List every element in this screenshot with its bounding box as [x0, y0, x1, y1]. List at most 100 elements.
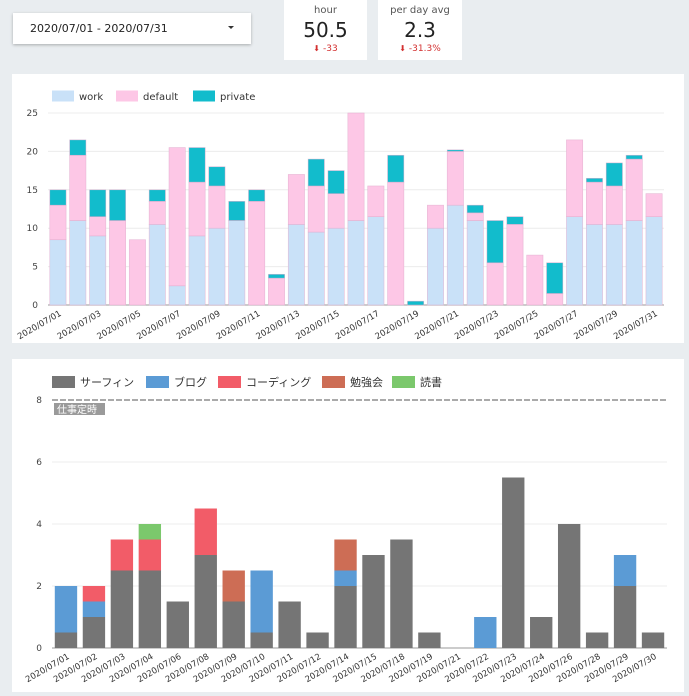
- bar-2-20: [446, 149, 464, 152]
- y-tick-label-3: 6: [36, 458, 42, 468]
- bar-1-10: [248, 201, 266, 306]
- bar-2-3: [109, 189, 126, 221]
- bar-0-18: [557, 524, 581, 648]
- bar-0-15: [347, 220, 365, 306]
- bar-1-14: [327, 193, 345, 229]
- x-tick-label-8: 2020/07/09: [175, 309, 222, 342]
- bar-0-26: [566, 216, 584, 306]
- y-tick-label-3: 15: [27, 186, 38, 196]
- y-tick-label-4: 8: [36, 396, 42, 406]
- x-tick-label-24: 2020/07/25: [493, 309, 540, 342]
- bar-1-5: [148, 201, 166, 225]
- bar-0-16: [367, 216, 385, 306]
- bar-2-7: [188, 147, 206, 183]
- bar-1-28: [605, 185, 623, 225]
- bar-0-12: [287, 224, 305, 306]
- bar-1-19: [427, 204, 444, 229]
- y-tick-label-0: 0: [36, 644, 42, 654]
- bar-0-28: [605, 224, 623, 306]
- y-tick-label-1: 2: [36, 582, 42, 592]
- bar-0-2: [110, 570, 134, 648]
- bar-1-16: [367, 185, 385, 217]
- x-tick-label-30: 2020/07/31: [612, 309, 659, 342]
- kpi-avg-value: 2.3: [404, 18, 436, 42]
- bar-0-12: [390, 539, 413, 648]
- kpi-hour-label: hour: [314, 5, 337, 16]
- bar-2-10: [248, 189, 266, 202]
- bar-1-11: [268, 277, 285, 306]
- reference-label-bg: [54, 403, 105, 415]
- bar-1-8: [208, 185, 226, 229]
- legend-label-3: 勉強会: [350, 375, 383, 389]
- bar-2-14: [327, 170, 345, 194]
- bar-0-13: [307, 231, 325, 306]
- bar-1-20: [446, 151, 464, 206]
- x-tick-label-28: 2020/07/29: [572, 309, 619, 342]
- x-tick-label-14: 2020/07/15: [294, 309, 341, 342]
- bar-0-21: [466, 220, 484, 306]
- daily-hours-panel: work default private 0 5 10 15 20 25 2020/07/01 20…: [12, 74, 684, 343]
- bar-1-22: [486, 262, 504, 306]
- bar-2-0: [49, 189, 67, 206]
- x-tick-label-20: 2020/07/21: [413, 309, 460, 342]
- bar-1-15: [474, 617, 497, 648]
- legend-swatch-0: [52, 376, 75, 388]
- bar-1-20: [613, 555, 637, 586]
- bar-0-2: [89, 235, 107, 306]
- bar-0-8: [208, 227, 226, 306]
- bar-2-29: [625, 154, 643, 160]
- bar-0-9: [306, 632, 329, 648]
- bar-1-21: [466, 212, 484, 221]
- activity-hours-chart: サーフィン ブログ コーディング 勉強会 読書02468仕事定時2020/07/0120…: [24, 375, 667, 685]
- bar-0-9: [228, 220, 246, 306]
- kpi-hour-delta: ⬇ -33: [284, 44, 367, 54]
- bar-0-13: [418, 632, 441, 648]
- bar-2-27: [586, 177, 603, 183]
- x-tick-label-0: 2020/07/01: [16, 309, 63, 342]
- bar-2-1: [82, 586, 106, 602]
- bar-0-30: [645, 216, 663, 306]
- bar-0-19: [427, 227, 444, 306]
- bar-2-8: [208, 166, 226, 187]
- y-tick-label-1: 5: [32, 263, 38, 273]
- bar-0-0: [54, 632, 78, 648]
- bar-1-4: [128, 239, 146, 306]
- bar-2-21: [466, 204, 484, 214]
- bar-0-21: [641, 632, 665, 648]
- activity-hours-panel: サーフィン ブログ コーディング 勉強会 読書 0 2 4 6 8 仕事定時 2020/07/01 20…: [12, 359, 684, 692]
- date-range-label: 2020/07/01 - 2020/07/31: [30, 22, 168, 35]
- bar-2-1: [69, 139, 87, 156]
- bar-0-16: [502, 477, 525, 648]
- bar-0-6: [168, 285, 186, 306]
- bar-2-9: [228, 201, 246, 221]
- legend-label-0: サーフィン: [80, 376, 134, 389]
- legend-label-2: private: [220, 92, 255, 103]
- legend-swatch-2: [193, 90, 215, 102]
- bar-1-23: [506, 224, 524, 306]
- bar-2-17: [387, 154, 405, 183]
- legend-label-2: コーディング: [246, 375, 311, 389]
- bar-0-1: [82, 617, 106, 648]
- kpi-avg-label: per day avg: [390, 5, 450, 16]
- bar-1-0: [54, 586, 78, 633]
- bar-0-1: [69, 220, 87, 306]
- y-tick-label-4: 20: [27, 147, 39, 157]
- x-tick-label-12: 2020/07/13: [254, 309, 301, 342]
- x-tick-label-2: 2020/07/03: [56, 309, 103, 342]
- bar-2-2: [89, 189, 107, 217]
- bar-1-17: [387, 181, 405, 306]
- bar-2-18: [407, 300, 425, 306]
- legend-swatch-1: [146, 376, 169, 388]
- daily-hours-chart: work default private05101520252020/07/0120…: [16, 90, 664, 342]
- legend-label-0: work: [79, 92, 103, 103]
- bar-0-20: [446, 204, 464, 306]
- legend-swatch-2: [218, 376, 241, 388]
- bar-4-3: [138, 524, 162, 540]
- bar-0-4: [166, 601, 189, 648]
- y-tick-label-5: 25: [27, 109, 38, 119]
- bar-3-10: [334, 539, 357, 571]
- kpi-avg-delta: ⬇ -31.3%: [378, 44, 462, 54]
- bar-1-30: [645, 193, 663, 217]
- date-range-picker[interactable]: 2020/07/01 - 2020/07/31: [13, 13, 251, 44]
- kpi-avg: per day avg 2.3 ⬇ -31.3%: [378, 0, 462, 60]
